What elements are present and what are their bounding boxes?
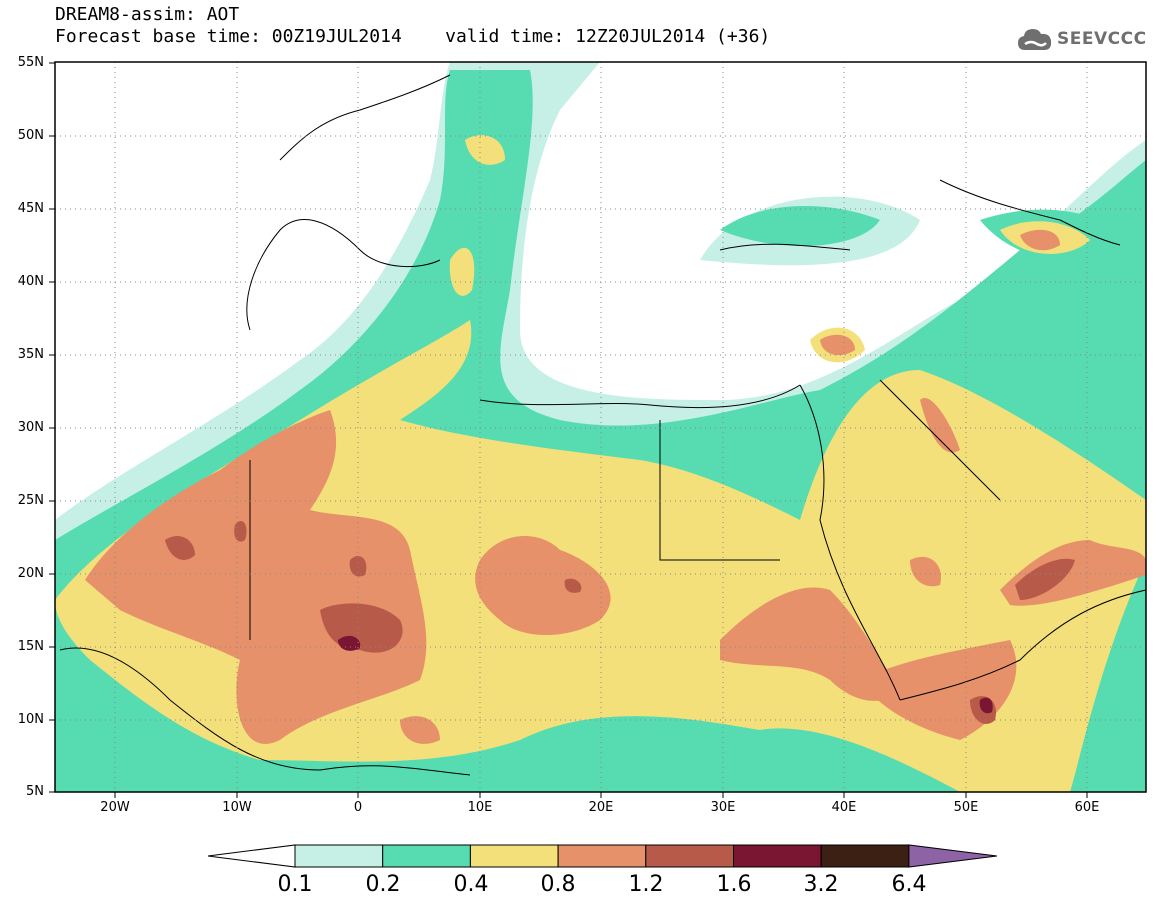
seevccc-logo: SEEVCCC bbox=[1017, 24, 1147, 54]
lon-label: 30E bbox=[710, 800, 736, 815]
lat-label: 35N bbox=[17, 347, 44, 362]
lat-label: 55N bbox=[17, 55, 44, 70]
cloud-icon bbox=[1018, 29, 1052, 50]
lat-label: 5N bbox=[26, 784, 44, 799]
lon-label: 10E bbox=[467, 800, 493, 815]
colorbar-label: 0.2 bbox=[365, 872, 401, 897]
forecast-times: Forecast base time: 00Z19JUL2014 valid t… bbox=[55, 26, 771, 47]
aot-contour-1.6 bbox=[338, 635, 993, 714]
colorbar-label: 1.2 bbox=[628, 872, 664, 897]
lon-label: 50E bbox=[953, 800, 979, 815]
colorbar-label: 6.4 bbox=[891, 872, 927, 897]
lat-label: 40N bbox=[17, 274, 44, 289]
colorbar-label: 0.8 bbox=[540, 872, 576, 897]
colorbar-label: 0.4 bbox=[453, 872, 489, 897]
lat-label: 45N bbox=[17, 201, 44, 216]
lat-label: 25N bbox=[17, 493, 44, 508]
lon-label: 0 bbox=[353, 800, 363, 815]
colorbar-label: 1.6 bbox=[716, 872, 752, 897]
coastlines bbox=[59, 74, 1146, 776]
lon-label: 10W bbox=[222, 800, 252, 815]
map-title: DREAM8-assim: AOT bbox=[55, 4, 240, 25]
lat-label: 10N bbox=[17, 712, 44, 727]
gridlines bbox=[55, 62, 1146, 792]
lon-label: 60E bbox=[1074, 800, 1100, 815]
colorbar-label: 0.1 bbox=[277, 872, 313, 897]
lat-label: 15N bbox=[17, 639, 44, 654]
logo-text: SEEVCCC bbox=[1057, 29, 1147, 49]
lon-label: 40E bbox=[831, 800, 857, 815]
lon-label: 20W bbox=[100, 800, 130, 815]
lat-label: 50N bbox=[17, 128, 44, 143]
lon-label: 20E bbox=[588, 800, 614, 815]
lat-label: 30N bbox=[17, 420, 44, 435]
lat-label: 20N bbox=[17, 566, 44, 581]
colorbar-label: 3.2 bbox=[803, 872, 839, 897]
tick-marks bbox=[49, 62, 1088, 798]
